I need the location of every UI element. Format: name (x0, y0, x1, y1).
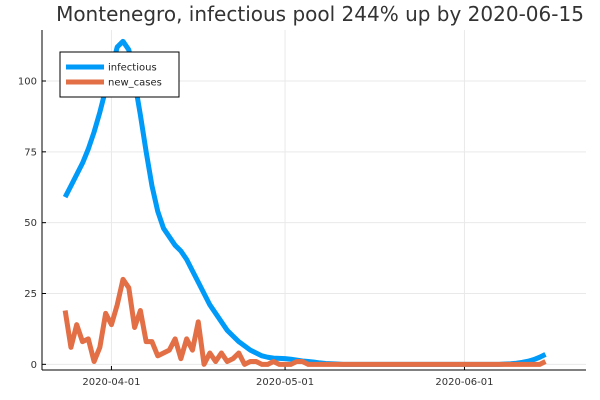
legend-box (59, 51, 180, 98)
legend: infectious new_cases (59, 51, 180, 98)
legend-label: new_cases (108, 78, 162, 89)
x-tick-label: 2020-04-01 (82, 377, 140, 388)
legend-label: infectious (108, 63, 157, 74)
series-line-new-cases (62, 276, 547, 367)
y-tick-label: 25 (24, 289, 37, 300)
axes-layer: 0 25 50 75 100 2020-04-01 2020-05-01 2020-06-01 (18, 30, 586, 388)
y-tick-label: 0 (31, 360, 37, 371)
x-tick-label: 2020-05-01 (256, 377, 314, 388)
chart-title: Montenegro, infectious pool 244% up by 2… (56, 2, 584, 26)
x-tick-label: 2020-06-01 (435, 377, 493, 388)
y-tick-label: 100 (18, 77, 37, 88)
series-layer (62, 38, 547, 367)
y-tick-label: 75 (24, 147, 37, 158)
y-tick-label: 50 (24, 218, 37, 229)
